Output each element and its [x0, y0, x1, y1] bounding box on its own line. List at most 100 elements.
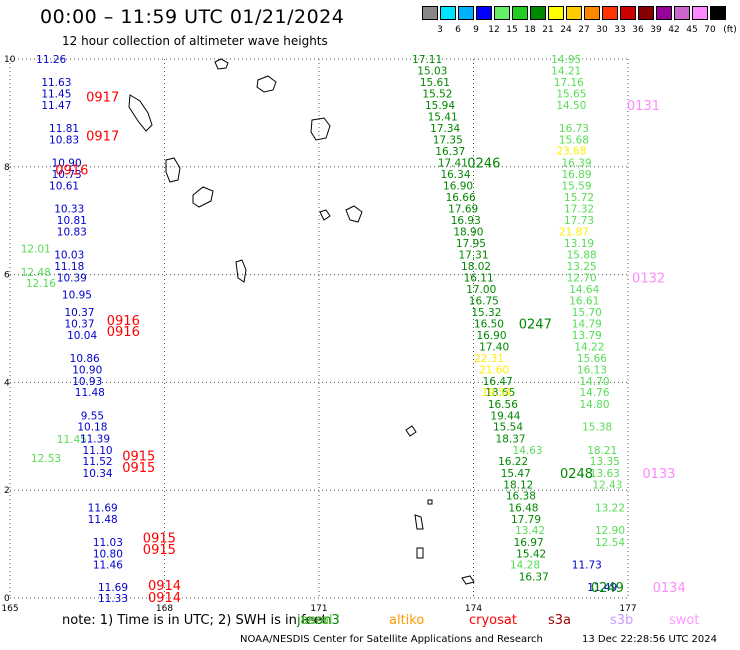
data-point-saral: 14.95	[551, 54, 581, 66]
scale-swatch	[476, 6, 492, 20]
data-point-jason3: 16.34	[440, 169, 470, 181]
data-point-s3b: 10.04	[67, 330, 97, 342]
data-point-saral: 15.72	[564, 192, 594, 204]
data-point-jason3: 17.69	[448, 203, 478, 215]
data-point-jason3: 17.41	[438, 157, 468, 169]
data-point-s3b: 11.18	[54, 261, 84, 273]
data-point-saral: 15.38	[582, 422, 612, 434]
data-point-jason3: 16.90	[476, 330, 506, 342]
scale-label: 45	[686, 25, 698, 35]
x-tick-label: 174	[465, 604, 482, 614]
data-point-saral: 17.73	[564, 215, 594, 227]
data-point-saral: 15.65	[556, 88, 586, 100]
scale-label: 24	[560, 25, 572, 35]
scale-label: 39	[650, 25, 662, 35]
chart-title: 00:00 – 11:59 UTC 01/21/2024	[40, 6, 345, 28]
data-point-altiko: 21.87	[559, 226, 589, 238]
data-point-jason3: 17.40	[479, 341, 509, 353]
data-point-jason3: 16.11	[464, 272, 494, 284]
data-point-saral: 11.45	[57, 434, 87, 446]
scale-label: 70	[704, 25, 716, 35]
data-point-jason3: 15.03	[417, 65, 447, 77]
scale-swatch	[692, 6, 708, 20]
island	[345, 205, 363, 223]
scale-swatch	[422, 6, 438, 20]
island	[310, 117, 331, 141]
pass-time-label: 0132	[632, 271, 665, 286]
scale-label: 18	[524, 25, 536, 35]
island	[414, 514, 424, 530]
data-point-jason3: 17.11	[412, 54, 442, 66]
island	[256, 75, 277, 93]
data-point-jason3: 16.37	[435, 146, 465, 158]
pass-time-label: 0917	[86, 91, 119, 106]
data-point-saral: 13.19	[564, 238, 594, 250]
y-tick-label: 8	[4, 163, 10, 173]
island	[165, 157, 181, 183]
data-point-jason3: 17.95	[456, 238, 486, 250]
island	[214, 58, 229, 70]
mission-jason3: jason3	[297, 613, 340, 628]
data-point-saral: 14.80	[579, 399, 609, 411]
data-point-jason3: 18.12	[503, 479, 533, 491]
data-point-saral: 14.28	[510, 560, 540, 572]
pass-time-labels: 0917091709160916091609150915091509150914…	[55, 91, 685, 606]
data-point-saral: 16.39	[561, 157, 591, 169]
data-point-s3b: 11.46	[93, 560, 123, 572]
scale-swatch	[458, 6, 474, 20]
data-point-saral: 17.32	[564, 203, 594, 215]
pass-time-label: 0248	[560, 467, 593, 482]
scale-label: 33	[614, 25, 626, 35]
data-point-saral: 15.70	[572, 307, 602, 319]
scale-label: 3	[437, 25, 443, 35]
mission-s3a: s3a	[548, 613, 572, 628]
data-point-s3b: 10.37	[64, 319, 94, 331]
data-point-saral: 16.61	[569, 295, 599, 307]
data-point-s3b: 10.93	[72, 376, 102, 388]
data-point-s3b: 10.61	[49, 181, 79, 193]
data-point-saral: 14.76	[579, 387, 609, 399]
data-point-jason3: 15.54	[493, 422, 523, 434]
data-point-jason3: 16.93	[451, 215, 481, 227]
island	[416, 547, 424, 559]
data-point-jason3: 16.50	[474, 319, 504, 331]
data-point-saral: 18.21	[587, 445, 617, 457]
data-point-s3b: 11.03	[93, 537, 123, 549]
data-point-jason3: 17.79	[511, 514, 541, 526]
y-tick-label: 10	[4, 55, 16, 65]
data-point-jason3: 15.47	[501, 468, 531, 480]
data-point-jason3: 16.75	[469, 295, 499, 307]
data-point-s3b: 10.34	[83, 468, 113, 480]
data-point-jason3: 16.22	[498, 456, 528, 468]
data-point-s3b: 11.10	[83, 445, 113, 457]
scale-label: 15	[506, 25, 518, 35]
data-point-s3b: 10.80	[93, 548, 123, 560]
scale-label: 6	[455, 25, 461, 35]
pass-time-label: 0249	[591, 581, 624, 596]
data-point-s3b: 10.37	[64, 307, 94, 319]
scale-swatch	[584, 6, 600, 20]
data-point-jason3: 15.41	[428, 112, 458, 124]
data-point-saral: 12.43	[592, 479, 622, 491]
data-point-jason3: 18.65	[485, 387, 515, 399]
data-point-s3b: 10.18	[77, 422, 107, 434]
data-point-jason3: 18.90	[453, 226, 483, 238]
scale-label: 30	[596, 25, 608, 35]
data-point-s3b: 10.03	[54, 250, 84, 262]
data-point-jason3: 15.32	[471, 307, 501, 319]
pass-time-label: 0915	[143, 543, 176, 558]
data-point-altiko: 23.68	[556, 146, 586, 158]
data-point-saral: 15.59	[561, 181, 591, 193]
scale-label: 36	[632, 25, 644, 35]
data-point-saral: 14.50	[556, 100, 586, 112]
data-point-jason3: 15.94	[425, 100, 455, 112]
data-point-jason3: 16.56	[488, 399, 518, 411]
scale-unit: (ft)	[723, 25, 737, 35]
pass-time-label: 0134	[653, 581, 686, 596]
scale-swatch	[512, 6, 528, 20]
data-point-jason3: 16.97	[514, 537, 544, 549]
data-point-saral: 14.63	[513, 445, 543, 457]
data-point-jason3: 15.52	[422, 88, 452, 100]
data-point-s3b: 11.73	[572, 560, 602, 572]
data-point-s3b: 10.90	[72, 364, 102, 376]
